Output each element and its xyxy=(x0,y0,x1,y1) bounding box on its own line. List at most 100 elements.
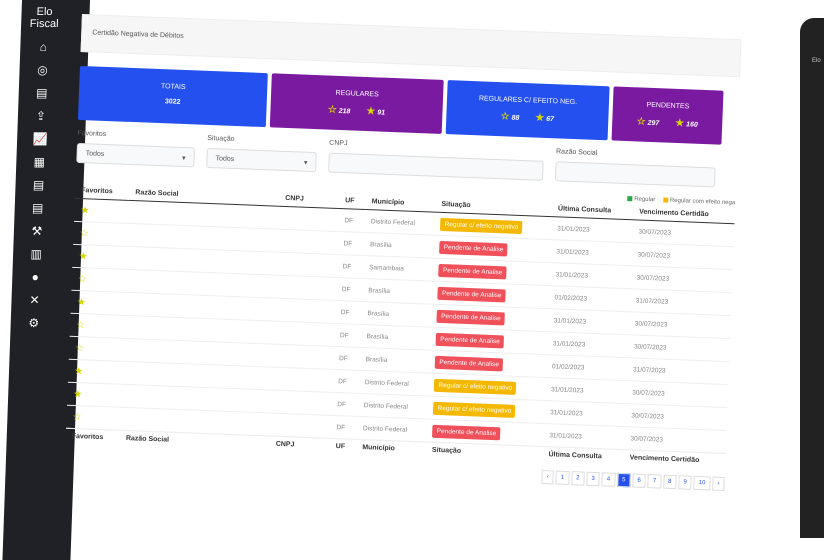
column-header[interactable]: UF xyxy=(335,443,346,451)
summary-card[interactable]: REGULARES C/ EFEITO NEG. ☆ 88 ★ 67 xyxy=(445,80,610,141)
municipio-cell: Brasília xyxy=(359,347,430,374)
whatsapp-icon[interactable]: ◎ xyxy=(37,63,49,77)
ultima-consulta-cell: 31/01/2023 xyxy=(543,400,626,427)
card-total: 3022 xyxy=(164,98,181,106)
cnpj-cell xyxy=(271,367,333,393)
file-icon[interactable]: ▤ xyxy=(35,86,48,100)
column-header[interactable]: Favoritos xyxy=(71,432,104,442)
chevron-down-icon: ▾ xyxy=(303,159,308,167)
column-header[interactable]: Município xyxy=(362,444,396,453)
municipio-cell: Distrito Federal xyxy=(364,209,436,236)
uf-cell: DF xyxy=(334,300,362,325)
municipio-cell: Distrito Federal xyxy=(356,416,428,443)
upload-icon[interactable]: ⇪ xyxy=(35,109,47,123)
status-badge: Pendente de Analise xyxy=(438,263,507,280)
card-title: REGULARES xyxy=(335,89,379,99)
ultima-consulta-cell: 31/01/2023 xyxy=(542,423,625,450)
uf-cell: DF xyxy=(336,254,364,279)
card-title: REGULARES C/ EFEITO NEG. xyxy=(478,95,578,107)
uf-cell: DF xyxy=(333,323,361,348)
column-header[interactable]: UF xyxy=(345,197,355,205)
star-filled-icon[interactable]: ★ xyxy=(76,296,87,308)
page-button[interactable]: 7 xyxy=(647,474,662,489)
user-icon[interactable]: ● xyxy=(31,270,40,284)
file-icon[interactable]: ▤ xyxy=(31,201,44,215)
municipio-cell: Distrito Federal xyxy=(358,370,429,397)
uf-cell: DF xyxy=(337,231,365,256)
ultima-consulta-cell: 31/01/2023 xyxy=(550,216,633,243)
uf-cell: DF xyxy=(332,346,361,371)
ultima-consulta-cell: 01/02/2023 xyxy=(545,354,628,381)
ultima-consulta-cell: 01/02/2023 xyxy=(548,285,631,312)
cnpj-cell xyxy=(276,252,338,278)
column-header[interactable]: Situação xyxy=(431,446,462,455)
legend-regular: Regular xyxy=(634,196,656,204)
column-header[interactable]: CNPJ xyxy=(275,440,295,449)
page-button[interactable]: 8 xyxy=(662,474,677,490)
cnpj-cell xyxy=(270,413,331,439)
page-button[interactable]: › xyxy=(712,476,725,492)
municipio-cell: Samambaia xyxy=(362,255,434,282)
star-filled-icon[interactable]: ★ xyxy=(73,388,83,400)
ultima-consulta-cell: 31/01/2023 xyxy=(546,331,629,358)
card-filled-count: 160 xyxy=(685,121,698,129)
status-badge: Pendente de Analise xyxy=(439,240,508,257)
cnpj-cell xyxy=(275,275,337,301)
calculator-icon[interactable]: ▦ xyxy=(33,155,46,169)
cnpj-input[interactable] xyxy=(328,152,544,181)
certidoes-table: Favoritos Razão Social CNPJ UF Município Situ… xyxy=(65,182,736,469)
star-filled-icon: ★ xyxy=(535,112,545,124)
page-button[interactable]: 6 xyxy=(632,473,647,489)
cnpj-cell xyxy=(278,206,339,232)
legend-regular-neg: Regular com efeito nega xyxy=(669,197,736,207)
cnpj-cell xyxy=(272,344,334,370)
gavel-icon[interactable]: ⚒ xyxy=(31,224,43,238)
uf-cell: DF xyxy=(330,415,358,440)
municipio-cell: Brasília xyxy=(361,278,433,305)
uf-cell: DF xyxy=(335,277,363,302)
star-outline-icon[interactable]: ☆ xyxy=(77,273,87,285)
page-button[interactable]: 1 xyxy=(555,470,570,486)
summary-card[interactable]: PENDENTES ☆ 297 ★ 160 xyxy=(611,86,724,145)
card-outline-count: 218 xyxy=(338,107,351,116)
tools-icon[interactable]: ✕ xyxy=(29,293,40,307)
star-filled-icon[interactable]: ★ xyxy=(74,365,84,377)
column-header[interactable]: Última Consulta xyxy=(548,451,602,461)
page-button[interactable]: 10 xyxy=(693,475,711,491)
favoritos-select[interactable]: Todos ▾ xyxy=(76,142,195,168)
chevron-down-icon: ▾ xyxy=(181,154,186,163)
device-bezel: Elo xyxy=(800,18,824,538)
municipio-cell: Brasília xyxy=(360,324,431,351)
star-filled-icon[interactable]: ★ xyxy=(80,204,90,217)
page-button[interactable]: 3 xyxy=(586,471,601,487)
page-button[interactable]: 4 xyxy=(601,472,616,487)
page-button[interactable]: 2 xyxy=(570,471,585,486)
main-panel: Certidão Negativa de Débitos TOTAIS 3022 R… xyxy=(62,14,771,560)
column-header[interactable]: Vencimento Certidão xyxy=(629,454,700,465)
summary-card[interactable]: REGULARES ☆ 218 ★ 91 xyxy=(269,73,444,134)
status-badge: Regular c/ efeito negativo xyxy=(434,378,517,395)
star-outline-icon[interactable]: ☆ xyxy=(72,411,82,423)
star-outline-icon[interactable]: ☆ xyxy=(79,227,89,239)
file-icon[interactable]: ▤ xyxy=(32,178,45,192)
card-filled-count: 67 xyxy=(546,115,555,124)
page-button[interactable]: ‹ xyxy=(541,470,555,485)
chart-icon[interactable]: 📈 xyxy=(32,132,48,146)
star-outline-icon[interactable]: ☆ xyxy=(75,319,86,331)
cnpj-cell xyxy=(273,321,335,347)
star-outline-icon[interactable]: ☆ xyxy=(74,342,85,354)
building-icon[interactable]: ▥ xyxy=(30,247,43,261)
cnpj-cell xyxy=(274,298,336,324)
star-filled-icon[interactable]: ★ xyxy=(78,250,88,262)
card-title: PENDENTES xyxy=(646,101,690,111)
gear-icon[interactable]: ⚙ xyxy=(28,316,40,330)
home-icon[interactable]: ⌂ xyxy=(39,40,48,54)
brand-logo: Elo Fiscal xyxy=(29,6,59,30)
situacao-select[interactable]: Todos ▾ xyxy=(206,147,317,173)
ultima-consulta-cell: 31/01/2023 xyxy=(547,308,630,335)
device-label: Elo xyxy=(812,58,821,64)
page-button[interactable]: 5 xyxy=(616,472,631,488)
page-button[interactable]: 9 xyxy=(678,475,693,490)
summary-card[interactable]: TOTAIS 3022 xyxy=(77,65,268,128)
razao-social-input[interactable] xyxy=(554,161,716,188)
